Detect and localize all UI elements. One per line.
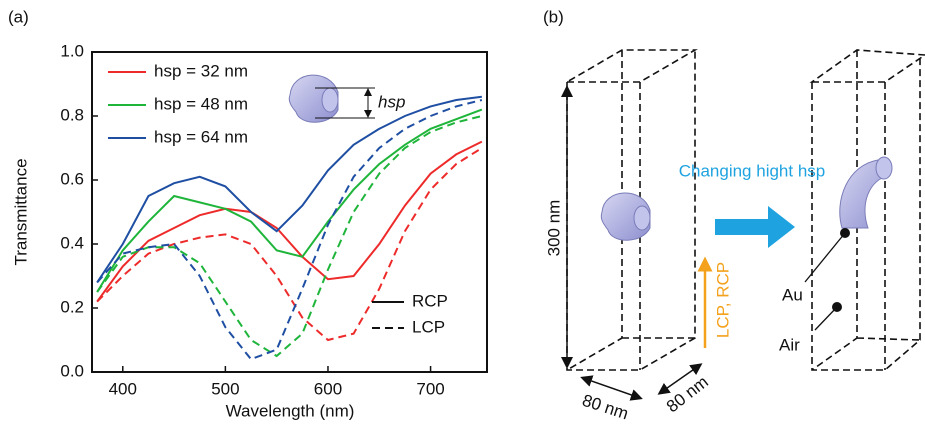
diagram: 300 nm 80 nm 80 nm LCP, RCP Changing hig… bbox=[544, 49, 925, 424]
plot: 0.0 0.2 0.4 0.6 0.8 1.0 400 500 600 700 hsp = 32 n… bbox=[60, 41, 483, 398]
y-tick-label: 0.0 bbox=[60, 361, 84, 380]
style-legend-label: LCP bbox=[412, 317, 445, 336]
series-line bbox=[96, 140, 483, 303]
y-tick-label: 0.2 bbox=[60, 297, 84, 316]
series-line bbox=[96, 147, 483, 342]
x-tick-label: 600 bbox=[314, 379, 342, 398]
series-line bbox=[96, 115, 483, 358]
au-label: Au bbox=[782, 285, 803, 304]
x-tick-label: 700 bbox=[416, 379, 444, 398]
series-line bbox=[96, 99, 483, 361]
y-tick-label: 0.6 bbox=[60, 169, 84, 188]
series-line bbox=[96, 108, 483, 293]
depth-label: 80 nm bbox=[663, 372, 712, 416]
legend-label: hsp = 32 nm bbox=[154, 61, 248, 80]
y-tick-label: 1.0 bbox=[60, 41, 84, 60]
legend-label: hsp = 48 nm bbox=[154, 94, 248, 113]
air-label: Air bbox=[779, 335, 800, 354]
x-axis-label: Wavelength (nm) bbox=[226, 401, 355, 420]
x-tick-label: 400 bbox=[109, 379, 137, 398]
inset-label: hsp bbox=[378, 92, 405, 111]
width-label: 80 nm bbox=[580, 391, 631, 424]
plot-frame bbox=[91, 51, 488, 373]
y-tick-label: 0.8 bbox=[60, 105, 84, 124]
panel-label: (a) bbox=[8, 7, 29, 26]
height-label: 300 nm bbox=[544, 200, 563, 257]
y-axis-label: Transmittance bbox=[11, 158, 30, 265]
y-tick-label: 0.4 bbox=[60, 233, 84, 252]
light-label: LCP, RCP bbox=[713, 262, 732, 338]
x-tick-label: 500 bbox=[211, 379, 239, 398]
change-label: Changing hight hsp bbox=[679, 161, 826, 180]
style-legend-label: RCP bbox=[412, 291, 448, 310]
inset: hsp bbox=[288, 74, 405, 123]
panel-label: (b) bbox=[543, 7, 564, 26]
legend-label: hsp = 64 nm bbox=[154, 127, 248, 146]
change-arrow bbox=[715, 206, 795, 248]
series-line bbox=[96, 95, 482, 283]
